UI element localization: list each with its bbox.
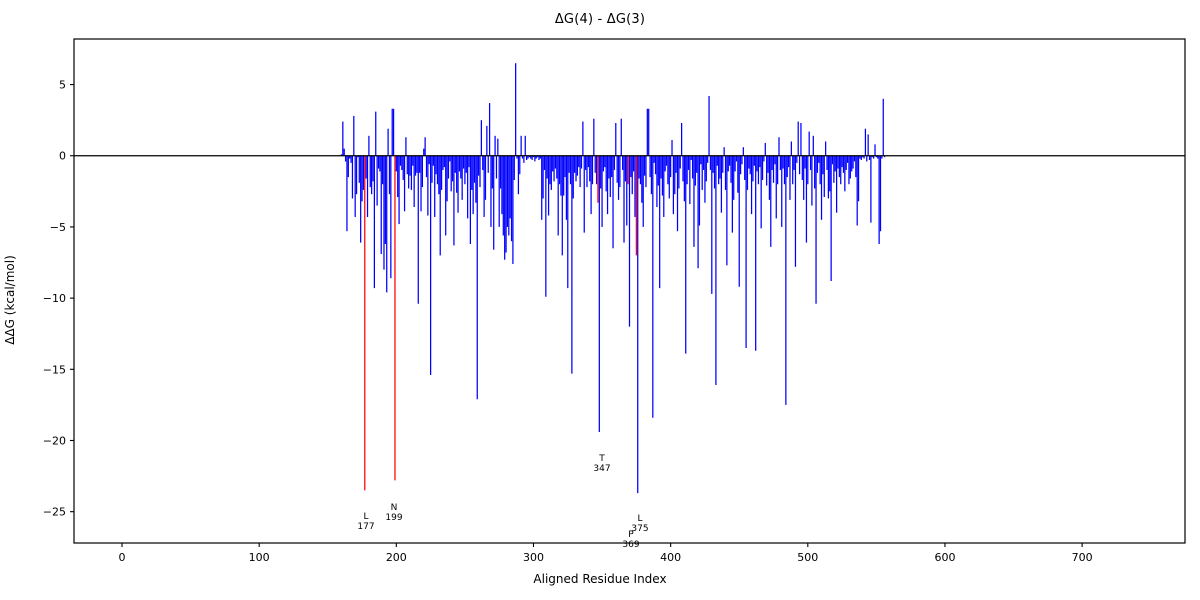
y-tick-label: 0 (59, 150, 66, 163)
annotation-residue-letter: L (363, 512, 368, 522)
y-tick-label: −20 (43, 434, 66, 447)
y-tick-label: −5 (50, 221, 66, 234)
x-tick-label: 400 (660, 551, 681, 564)
y-tick-label: −25 (43, 506, 66, 519)
x-tick-label: 700 (1072, 551, 1093, 564)
x-tick-label: 0 (119, 551, 126, 564)
annotation-residue-number: 369 (622, 540, 639, 550)
x-tick-label: 600 (934, 551, 955, 564)
annotation-residue-number: 347 (593, 464, 610, 474)
annotation-residue-letter: T (598, 454, 605, 464)
x-tick-label: 200 (386, 551, 407, 564)
annotation-residue-number: 177 (357, 522, 374, 532)
annotation-residue-letter: L (637, 514, 642, 524)
x-tick-label: 100 (249, 551, 270, 564)
annotation-residue-letter: P (628, 530, 634, 540)
y-tick-label: −15 (43, 363, 66, 376)
chart-title: ΔG(4) - ΔG(3) (554, 12, 646, 27)
y-tick-label: 5 (59, 79, 66, 92)
annotation-residue-number: 199 (385, 513, 402, 523)
annotation-residue-number: 375 (631, 524, 648, 534)
bars-layer (340, 63, 886, 494)
x-axis-label: Aligned Residue Index (533, 572, 667, 586)
plot-border (73, 38, 1186, 544)
x-tick-label: 300 (523, 551, 544, 564)
annotation-residue-letter: N (391, 503, 398, 513)
x-tick-label: 500 (797, 551, 818, 564)
y-tick-label: −10 (43, 292, 66, 305)
axes-layer: 0 100 200 300 400 500 600 700 5 0 −5 −10 −15 −20 −25 (43, 38, 1186, 564)
